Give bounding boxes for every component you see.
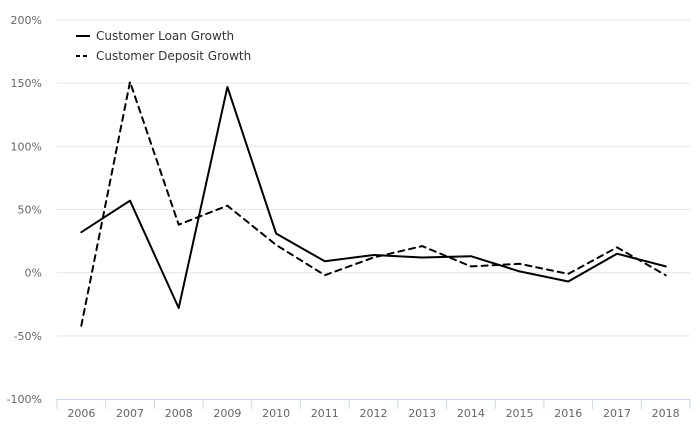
data-point[interactable] bbox=[78, 323, 84, 329]
x-axis bbox=[56, 399, 691, 409]
data-point[interactable] bbox=[371, 255, 377, 261]
y-tick-label: -100% bbox=[7, 393, 42, 406]
data-point[interactable] bbox=[127, 198, 133, 204]
y-tick-label: 150% bbox=[11, 77, 42, 90]
y-tick-label: -50% bbox=[14, 330, 42, 343]
x-tick-label: 2006 bbox=[67, 407, 95, 420]
data-point[interactable] bbox=[468, 263, 474, 269]
y-axis-tick-labels: 200% 150% 100% 50% 0% -50% -100% bbox=[7, 14, 42, 406]
series-lines bbox=[78, 79, 669, 329]
data-point[interactable] bbox=[663, 263, 669, 269]
data-point[interactable] bbox=[517, 268, 523, 274]
legend-label: Customer Deposit Growth bbox=[96, 49, 251, 63]
y-tick-label: 50% bbox=[18, 204, 42, 217]
x-tick-label: 2007 bbox=[116, 407, 144, 420]
data-point[interactable] bbox=[419, 255, 425, 261]
grid-lines bbox=[57, 19, 690, 337]
x-tick-label: 2015 bbox=[506, 407, 534, 420]
x-tick-label: 2008 bbox=[165, 407, 193, 420]
data-point[interactable] bbox=[273, 242, 279, 248]
x-tick-label: 2017 bbox=[603, 407, 631, 420]
data-point[interactable] bbox=[176, 305, 182, 311]
data-point[interactable] bbox=[78, 229, 84, 235]
x-tick-label: 2009 bbox=[213, 407, 241, 420]
data-point[interactable] bbox=[419, 243, 425, 249]
data-point[interactable] bbox=[224, 84, 230, 90]
data-point[interactable] bbox=[565, 271, 571, 277]
data-point[interactable] bbox=[663, 272, 669, 278]
y-tick-label: 100% bbox=[11, 140, 42, 153]
data-point[interactable] bbox=[468, 253, 474, 259]
series-line-1[interactable] bbox=[80, 86, 667, 309]
x-tick-label: 2013 bbox=[408, 407, 436, 420]
x-tick-label: 2010 bbox=[262, 407, 290, 420]
data-point[interactable] bbox=[224, 203, 230, 209]
x-tick-label: 2012 bbox=[360, 407, 388, 420]
data-point[interactable] bbox=[517, 261, 523, 267]
data-point[interactable] bbox=[322, 258, 328, 264]
legend-label: Customer Loan Growth bbox=[96, 29, 234, 43]
x-tick-label: 2018 bbox=[652, 407, 680, 420]
data-point[interactable] bbox=[176, 222, 182, 228]
data-point[interactable] bbox=[565, 279, 571, 285]
data-point[interactable] bbox=[322, 272, 328, 278]
x-tick-label: 2014 bbox=[457, 407, 485, 420]
series-line-2[interactable] bbox=[80, 80, 667, 327]
legend[interactable]: Customer Loan Growth Customer Deposit Gro… bbox=[76, 29, 251, 63]
data-point[interactable] bbox=[614, 251, 620, 257]
x-tick-label: 2011 bbox=[311, 407, 339, 420]
data-point[interactable] bbox=[614, 244, 620, 250]
y-tick-label: 200% bbox=[11, 14, 42, 27]
x-tick-label: 2016 bbox=[554, 407, 582, 420]
legend-item[interactable]: Customer Deposit Growth bbox=[76, 49, 251, 63]
y-tick-label: 0% bbox=[25, 267, 42, 280]
x-axis-tick-labels: 2006 2007 2008 2009 2010 2011 2012 2013 2014 2015… bbox=[67, 407, 679, 420]
legend-item[interactable]: Customer Loan Growth bbox=[76, 29, 234, 43]
data-point[interactable] bbox=[127, 79, 133, 85]
data-point[interactable] bbox=[273, 231, 279, 237]
